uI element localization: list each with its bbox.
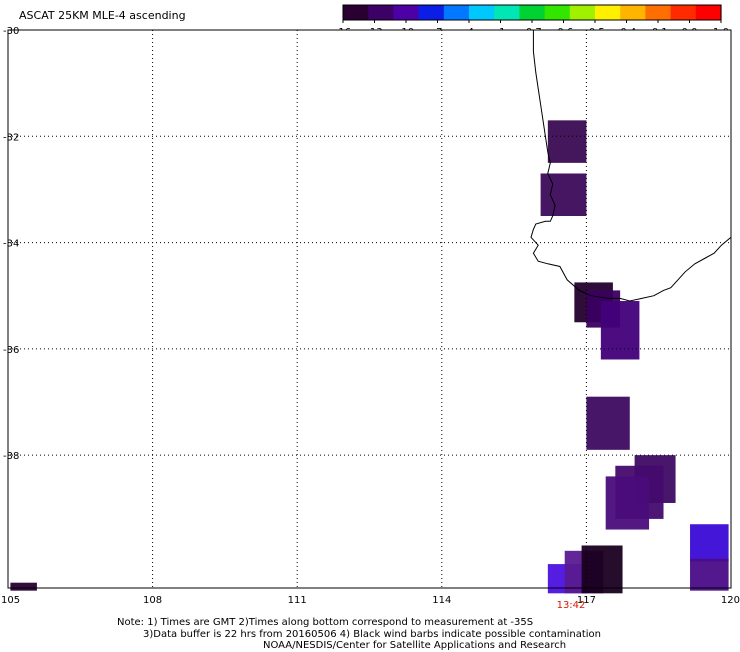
colorbar-segment [418,5,445,20]
colorbar-segment [595,5,621,20]
swath-patch [547,120,587,163]
swath-patch [586,396,630,450]
colorbar-segment [469,5,495,20]
lon-tick-label: 111 [288,595,307,606]
lon-tick-label: 108 [143,595,162,606]
swath-patch [540,173,587,216]
colorbar-segment [569,5,596,20]
plot-border [7,29,732,589]
colorbar-segment [695,5,722,20]
colorbar-segment [544,5,571,20]
lat-tick-label: -30 [3,26,19,37]
lat-tick-label: -38 [3,451,19,462]
colorbar-segment [443,5,470,20]
swath-patch [581,545,623,594]
swath-patch [10,582,37,591]
coastline [530,30,732,302]
grid-lines [8,30,731,588]
swath-patch [690,558,729,591]
swath-patch [690,524,729,562]
colorbar-segment [620,5,646,20]
colorbar-segment [645,5,672,20]
colorbar-segment [519,5,546,20]
map-plot-area [7,29,732,594]
note-line-3: NOAA/NESDIS/Center for Satellite Applica… [263,640,567,651]
lon-tick-label: 120 [721,595,740,606]
time-label: 13:42 [557,600,586,611]
axis-labels: 105 108 111 114 117 120 -30 -32 -34 -36 -38 [1,26,740,606]
lon-tick-label: 114 [432,595,451,606]
map-title: ASCAT 25KM MLE-4 ascending [19,9,186,22]
swath-patch [605,476,650,530]
lon-tick-label: 117 [577,595,596,606]
colorbar-segment [670,5,697,20]
colorbar-segment [343,5,369,20]
lat-tick-label: -36 [3,345,19,356]
colorbar-segment [494,5,520,20]
swath-patch [600,301,640,360]
lon-tick-label: 105 [1,595,20,606]
lat-tick-label: -34 [3,239,19,250]
lat-tick-label: -32 [3,132,19,143]
swath-layer [10,120,729,594]
note-line-2: 3)Data buffer is 22 hrs from 20160506 4)… [143,629,601,640]
colorbar-segment [368,5,394,20]
colorbar-segment [393,5,420,20]
note-line-1: Note: 1) Times are GMT 2)Times along bot… [117,617,534,628]
